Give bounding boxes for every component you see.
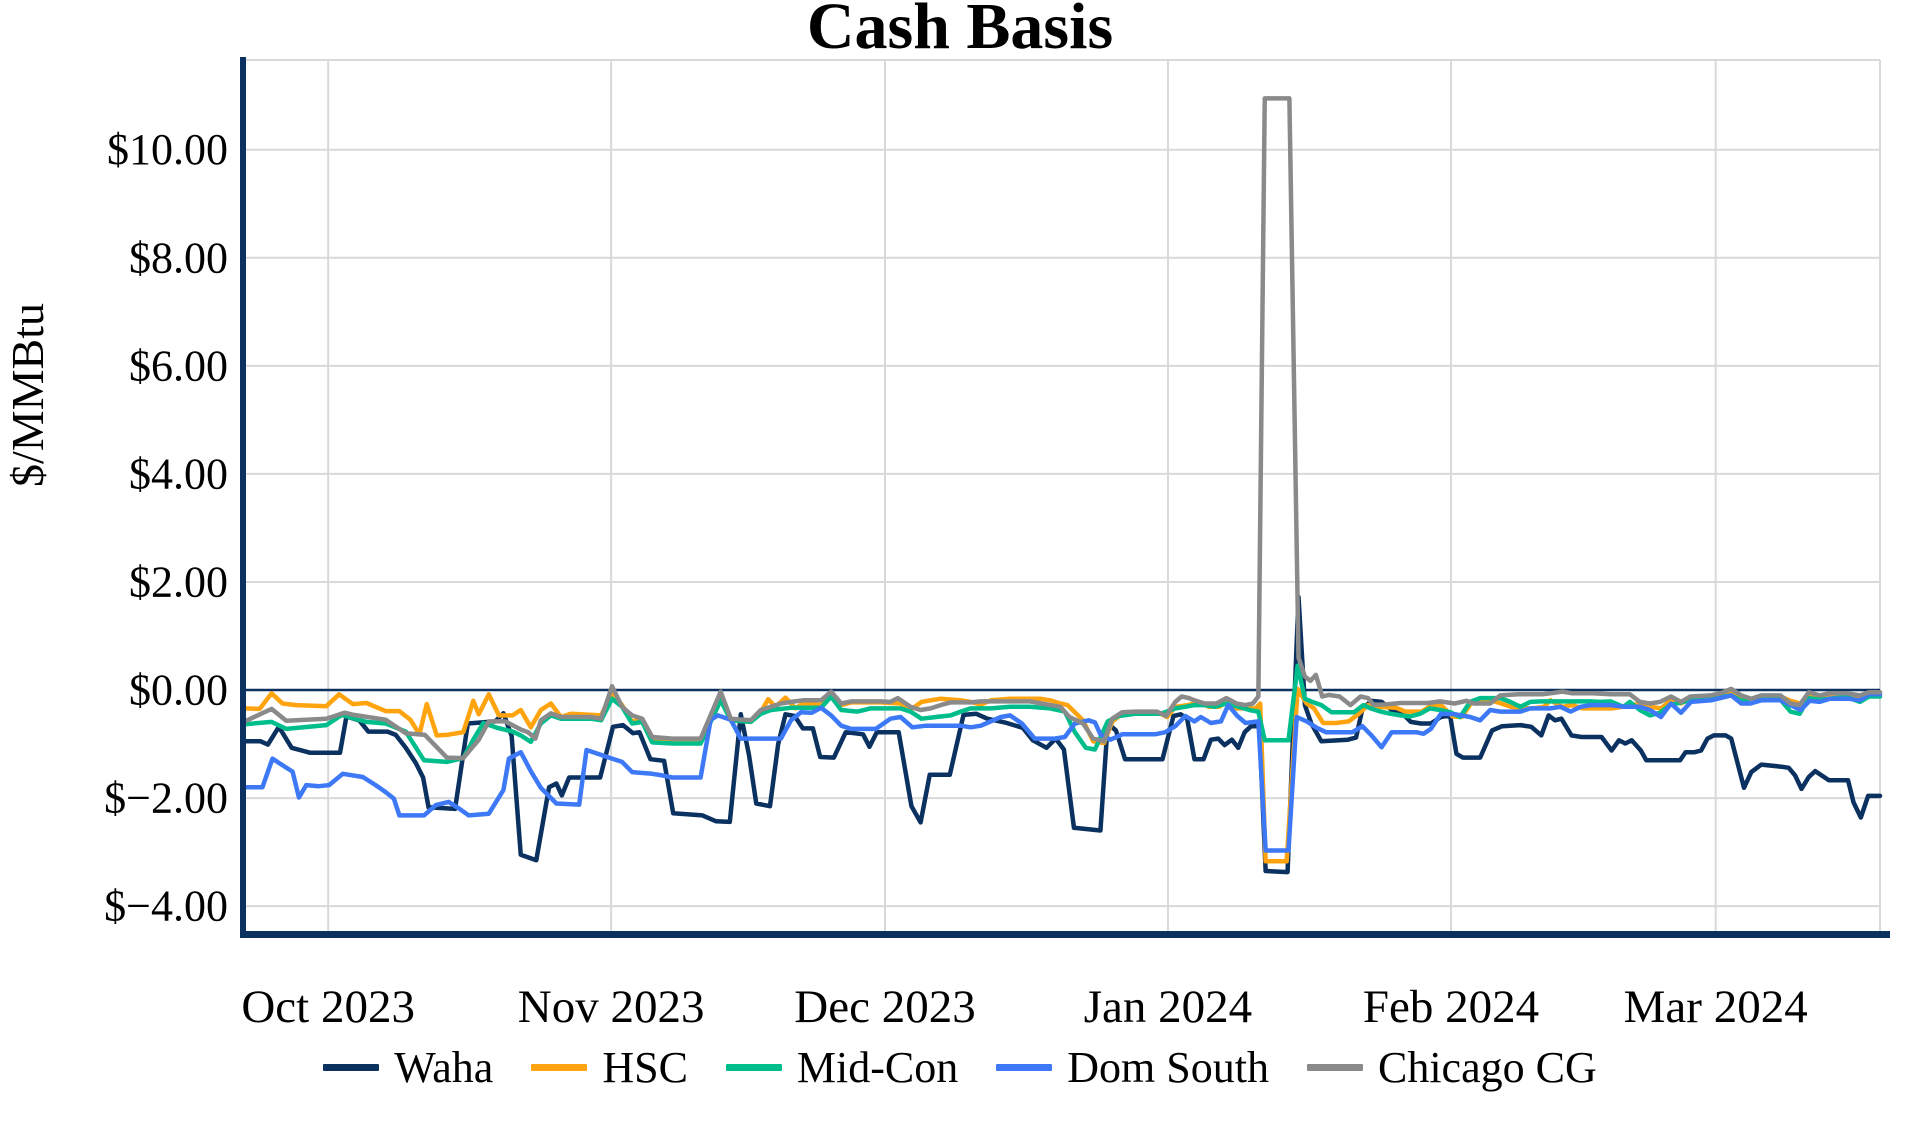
legend-swatch-icon xyxy=(323,1063,380,1071)
legend-item-waha: Waha xyxy=(323,1042,493,1093)
y-tick-label: $2.00 xyxy=(129,557,228,606)
legend-item-mid-con: Mid-Con xyxy=(725,1042,959,1093)
legend-swatch-icon xyxy=(996,1063,1053,1071)
x-tick-label: Nov 2023 xyxy=(518,981,705,1033)
y-tick-label: $−4.00 xyxy=(104,882,228,931)
legend-label: Dom South xyxy=(1067,1042,1269,1092)
series-line-chicago-cg xyxy=(243,96,1883,761)
series-line-waha xyxy=(243,594,1883,875)
y-axis-line xyxy=(240,57,246,938)
legend-swatch-icon xyxy=(1306,1063,1363,1071)
y-tick-label: $0.00 xyxy=(129,666,228,715)
legend-label: HSC xyxy=(602,1042,688,1092)
y-tick-label: $6.00 xyxy=(129,341,228,390)
legend-item-dom-south: Dom South xyxy=(996,1042,1269,1093)
legend-item-hsc: HSC xyxy=(531,1042,688,1093)
legend-label: Mid-Con xyxy=(796,1042,959,1092)
y-tick-label: $8.00 xyxy=(129,233,228,282)
legend-swatch-icon xyxy=(725,1063,782,1071)
y-tick-label: $−2.00 xyxy=(104,774,228,823)
x-axis-line xyxy=(240,931,1890,938)
legend-item-chicago-cg: Chicago CG xyxy=(1306,1042,1597,1093)
x-tick-label: Jan 2024 xyxy=(1084,981,1252,1033)
legend-swatch-icon xyxy=(531,1063,588,1071)
series-line-hsc xyxy=(243,686,1883,864)
x-tick-label: Feb 2024 xyxy=(1363,981,1539,1033)
series-line-dom-south xyxy=(243,692,1883,853)
y-axis-title: $/MMBtu xyxy=(2,302,53,488)
x-tick-label: Dec 2023 xyxy=(794,981,975,1033)
y-tick-label: $4.00 xyxy=(129,449,228,498)
legend-label: Waha xyxy=(394,1042,494,1092)
legend-label: Chicago CG xyxy=(1377,1042,1597,1092)
y-tick-label: $10.00 xyxy=(107,125,228,174)
x-tick-label: Oct 2023 xyxy=(241,981,415,1033)
x-tick-label: Mar 2024 xyxy=(1624,981,1808,1033)
legend: Waha HSC Mid-Con Dom South Chicago CG xyxy=(0,1032,1920,1102)
chart-title: Cash Basis xyxy=(806,0,1114,63)
